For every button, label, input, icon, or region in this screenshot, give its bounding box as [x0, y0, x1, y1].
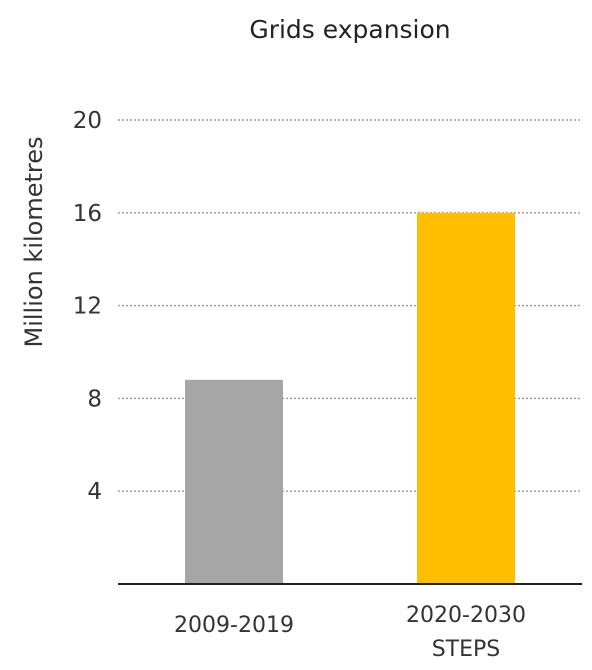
- bar-0: [185, 379, 283, 584]
- x-tick-label-line: STEPS: [432, 637, 501, 662]
- y-tick-label: 8: [87, 386, 102, 412]
- bars: [185, 212, 515, 585]
- bar-1: [417, 212, 515, 585]
- x-tick-labels: 2009-2019 2020-2030 STEPS: [174, 603, 526, 662]
- y-tick-label: 16: [73, 201, 102, 227]
- y-axis-label: Million kilometres: [20, 137, 48, 348]
- x-tick-label: 2020-2030 STEPS: [406, 603, 526, 662]
- x-tick-label-line: 2009-2019: [174, 613, 294, 638]
- x-tick-label: 2009-2019: [174, 613, 294, 638]
- y-tick-label: 20: [73, 108, 102, 134]
- y-tick-label: 4: [87, 479, 102, 505]
- x-tick-label-line: 2020-2030: [406, 603, 526, 628]
- y-tick-label: 12: [73, 294, 102, 320]
- y-tick-labels: 4 8 12 16 20: [73, 108, 102, 505]
- chart-title: Grids expansion: [249, 15, 450, 44]
